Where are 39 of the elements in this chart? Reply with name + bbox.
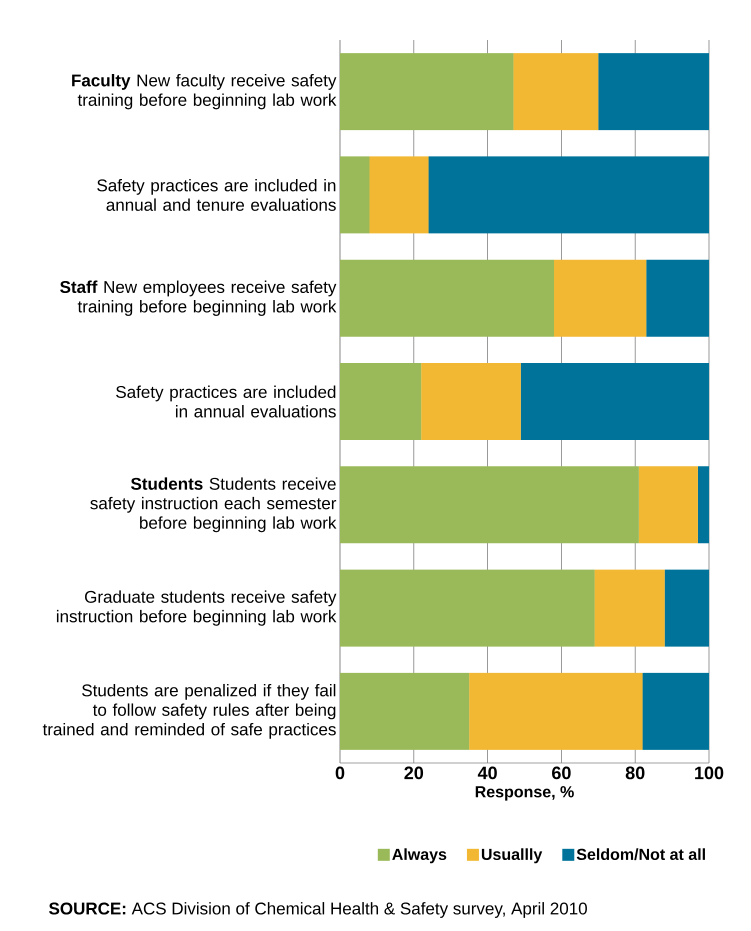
bar xyxy=(340,363,422,440)
bar xyxy=(340,672,470,750)
x-tick-label: 60 xyxy=(552,766,571,780)
bar xyxy=(698,466,709,544)
bar xyxy=(340,53,514,130)
bar xyxy=(646,260,709,337)
bar xyxy=(520,363,709,440)
y-tick-label: Graduate students receive safety instruction before beginning lab work xyxy=(56,590,336,626)
bar xyxy=(340,260,554,337)
y-tick-label: Students are penalized if they fail to follow safety rules after being trained and reminded of safe practices xyxy=(42,684,336,739)
x-tick-label: 40 xyxy=(478,766,497,780)
x-tick-label: 80 xyxy=(626,766,644,780)
bar xyxy=(598,53,709,130)
bar xyxy=(370,156,429,234)
legend-label: Seldom/Not at all xyxy=(576,848,705,860)
bar xyxy=(554,260,646,337)
bar xyxy=(513,53,598,130)
legend-label: Always xyxy=(392,848,446,864)
bar xyxy=(340,156,370,234)
bar xyxy=(664,570,709,647)
y-tick-label: Students Students receive safety instruction each semester before beginning lab work xyxy=(90,477,336,532)
bar xyxy=(340,466,639,544)
y-tick-label: Faculty New faculty receive safety training before beginning lab work xyxy=(72,74,336,110)
y-tick-label: Staff New employees receive safety training before beginning lab work xyxy=(60,280,336,316)
x-tick-label: 20 xyxy=(404,766,424,780)
x-tick-label: 100 xyxy=(695,766,724,780)
bar xyxy=(469,672,643,750)
bar xyxy=(642,672,709,750)
bar xyxy=(340,570,595,647)
y-tick-label: Safety practices are included in annual and tenure evaluations xyxy=(97,178,336,211)
bar xyxy=(428,156,709,234)
x-axis-title: Response, % xyxy=(476,786,574,801)
x-tick-label: 0 xyxy=(336,766,344,780)
y-tick-label: Safety practices are included in annual evaluations xyxy=(116,386,336,418)
text: SOURCE: ACS Division of Chemical Health & Safety survey, April 2010 xyxy=(49,902,587,918)
bar xyxy=(638,466,698,544)
legend-label: Usuallly xyxy=(482,848,542,864)
bar xyxy=(594,570,665,647)
bar xyxy=(421,363,521,440)
